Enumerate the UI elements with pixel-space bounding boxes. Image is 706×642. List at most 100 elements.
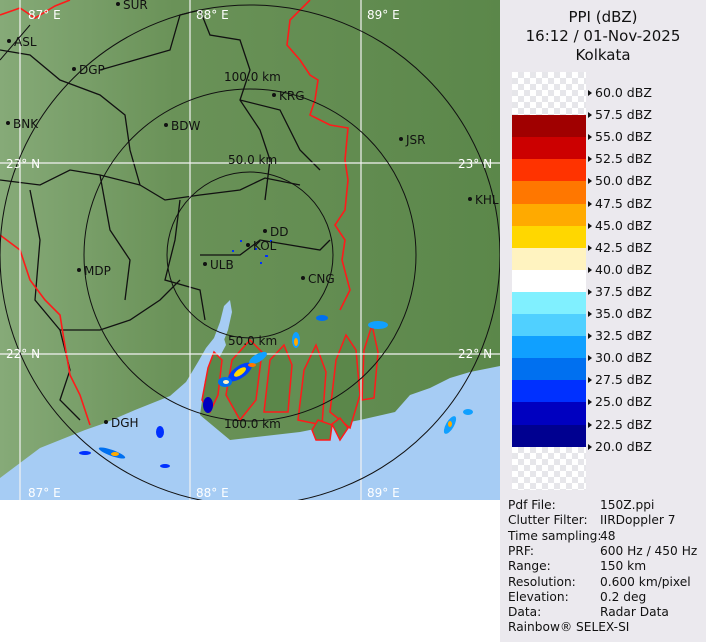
grid-label-bottom: 87° E	[28, 486, 61, 500]
grid-label-bottom: 88° E	[196, 486, 229, 500]
grid-label-right: 22° N	[458, 347, 492, 361]
info-row: Clutter Filter: IIRDoppler 7	[508, 513, 676, 528]
city-dot	[116, 2, 120, 6]
city-label: KHL	[475, 193, 499, 207]
info-value: IIRDoppler 7	[600, 513, 676, 528]
grid-label-top: 88° E	[196, 8, 229, 22]
legend-band	[512, 402, 586, 425]
city-dot	[104, 420, 108, 424]
city-label: BNK	[13, 117, 39, 131]
legend-band	[512, 137, 586, 160]
city-label: MDP	[84, 264, 111, 278]
legend-label: 37.5 dBZ	[588, 284, 652, 299]
legend-label: 45.0 dBZ	[588, 218, 652, 233]
city-label: JSR	[405, 133, 426, 147]
hooghly-river	[214, 300, 232, 345]
city-dot	[468, 197, 472, 201]
lat-lon-grid	[0, 0, 500, 500]
info-key: Range:	[508, 559, 551, 574]
city-label: DD	[270, 225, 288, 239]
info-value: 0.600 km/pixel	[600, 574, 691, 589]
product-title: PPI (dBZ)	[568, 8, 638, 26]
legend-band	[512, 314, 586, 337]
city-dot	[7, 39, 11, 43]
city-label: ASL	[14, 35, 37, 49]
legend-below-20	[512, 446, 586, 490]
range-rings	[0, 4, 500, 500]
city-dot	[263, 229, 267, 233]
city-dot	[72, 67, 76, 71]
city-label: ULB	[210, 258, 234, 272]
legend-label: 55.0 dBZ	[588, 129, 652, 144]
legend-band	[512, 225, 586, 249]
station-name: Kolkata	[575, 46, 631, 64]
info-row: Pdf File: 150Z.ppi	[508, 498, 654, 512]
grid-label-right: 23° N	[458, 157, 492, 171]
district-boundaries	[0, 9, 331, 421]
legend-label: 57.5 dBZ	[588, 107, 652, 122]
info-key: Resolution:	[508, 574, 576, 589]
city-dot	[77, 268, 81, 272]
footer: Rainbow® SELEX-SI	[508, 620, 630, 634]
info-key: Clutter Filter:	[508, 513, 588, 528]
info-value: 150Z.ppi	[600, 498, 655, 512]
info-row: Data: Radar Data	[508, 605, 669, 619]
city-dot	[272, 93, 276, 97]
city-dot	[164, 123, 168, 127]
legend-label: 27.5 dBZ	[588, 372, 652, 387]
city-label: DGP	[79, 63, 105, 77]
legend-label: 22.5 dBZ	[588, 417, 652, 432]
info-value: Radar Data	[600, 605, 669, 620]
city-label: CNG	[308, 272, 335, 286]
city-dot	[203, 262, 207, 266]
info-row: Resolution: 0.600 km/pixel	[508, 574, 691, 589]
legend-above-60	[512, 72, 586, 116]
legend-label: 60.0 dBZ	[588, 85, 652, 100]
legend-label: 30.0 dBZ	[588, 350, 652, 365]
sundarbans-delta	[201, 322, 379, 442]
info-row: Time sampling: 48	[508, 528, 616, 543]
city-dot	[246, 243, 250, 247]
info-row: Elevation: 0.2 deg	[508, 589, 646, 604]
info-key: PRF:	[508, 543, 534, 558]
timestamp: 16:12 / 01-Nov-2025	[525, 27, 681, 45]
grid-label-top: 89° E	[367, 8, 400, 22]
legend-band	[512, 115, 586, 138]
info-key: Pdf File:	[508, 498, 556, 512]
range-ring-label: 50.0 km	[228, 334, 277, 348]
grid-label-top: 87° E	[28, 8, 61, 22]
city-label: BDW	[171, 119, 200, 133]
radar-echoes	[79, 240, 473, 468]
city-label: SUR	[123, 0, 148, 12]
legend-label: 20.0 dBZ	[588, 439, 652, 454]
city-dot	[6, 121, 10, 125]
legend-band	[512, 424, 586, 448]
legend-label: 42.5 dBZ	[588, 240, 652, 255]
info-value: 150 km	[600, 559, 647, 574]
ring-labels: 50.0 km 100.0 km 50.0 km 100.0 km	[224, 70, 281, 431]
legend-label: 52.5 dBZ	[588, 151, 652, 166]
city-label: KOL	[253, 239, 277, 253]
city-label: KRG	[279, 89, 305, 103]
info-row: Range: 150 km	[508, 559, 646, 574]
legend-label: 50.0 dBZ	[588, 173, 652, 188]
grid-labels: 87° E 88° E 89° E 87° E 88° E 89° E 23° N 22° N…	[6, 8, 492, 500]
info-value: 600 Hz / 450 Hz	[600, 543, 698, 558]
range-ring-label: 50.0 km	[228, 153, 277, 167]
legend-band	[512, 159, 586, 182]
info-key: Time sampling:	[508, 528, 602, 543]
grid-label-left: 22° N	[6, 347, 40, 361]
city-dot	[301, 276, 305, 280]
legend-label: 47.5 dBZ	[588, 196, 652, 211]
grid-label-bottom: 89° E	[367, 486, 400, 500]
city-dot	[399, 137, 403, 141]
legend-band	[512, 247, 586, 271]
range-ring-label: 100.0 km	[224, 417, 281, 431]
legend-band	[512, 203, 586, 227]
range-ring-label: 100.0 km	[224, 70, 281, 84]
info-key: Elevation:	[508, 589, 569, 604]
city-label: DGH	[111, 416, 139, 430]
legend-band	[512, 291, 586, 315]
legend-band	[512, 336, 586, 359]
